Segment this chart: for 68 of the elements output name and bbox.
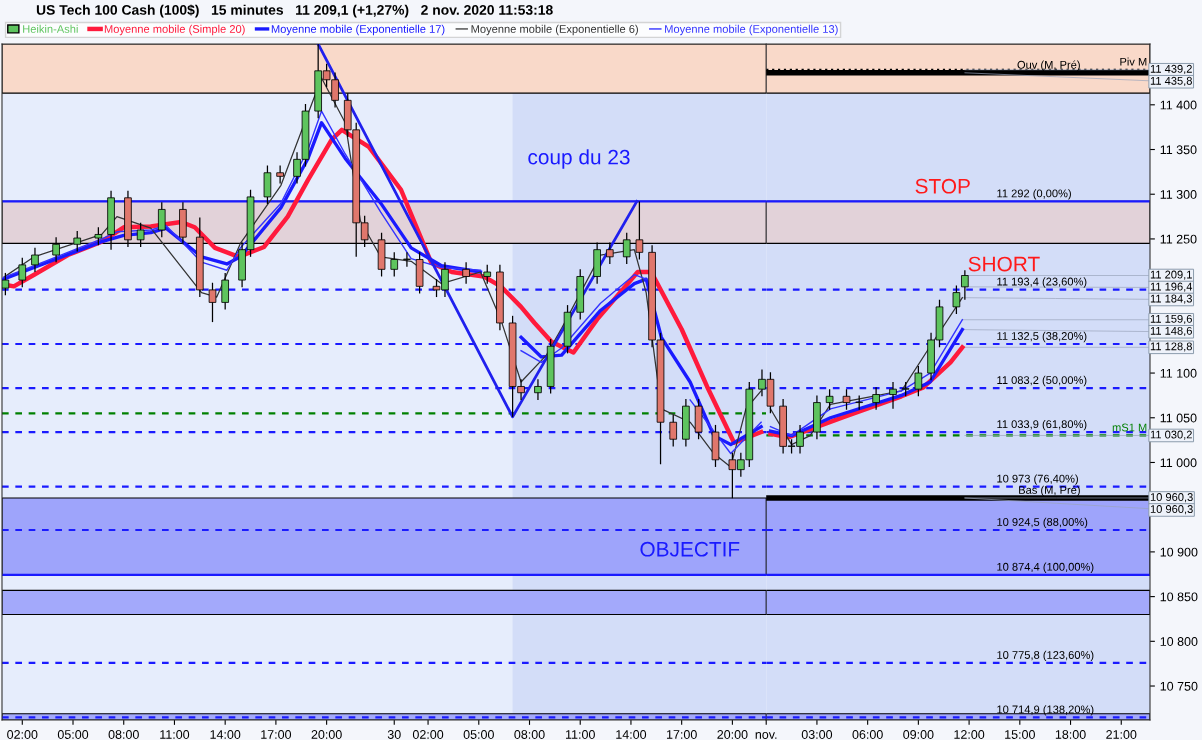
ref-line-label: Bas (M, Pré) (1019, 485, 1080, 497)
y-tick-label: 11 250 (1160, 234, 1197, 244)
x-tick-label: 14:00 (210, 730, 241, 739)
x-tick-label: 11:00 (160, 730, 190, 739)
legend-label: Moyenne mobile (Exponentielle 13) (665, 24, 838, 36)
legend-label: Heikin-Ashi (23, 24, 78, 33)
legend-label: Moyenne mobile (Exponentielle 17) (271, 24, 445, 36)
annotation: 11 030,2 (1150, 430, 1192, 440)
x-tick-label: 05:00 (463, 730, 494, 739)
x-tick-label: 14:00 (616, 730, 647, 739)
x-tick-label: 02:00 (7, 730, 38, 739)
x-tick-label: 12:00 (954, 730, 985, 739)
ref-line-label: 10 924,5 (88,00%) (997, 517, 1088, 529)
y-tick-label: 10 900 (1160, 547, 1198, 557)
annotation: 10 960,3 (1150, 493, 1193, 503)
y-tick-label: 11 050 (1160, 413, 1197, 423)
annotation: 11 435,8 (1150, 76, 1192, 87)
x-tick-label: 06:00 (852, 730, 883, 739)
x-tick-label: 03:00 (801, 730, 833, 739)
x-tick-label: 18:00 (1055, 730, 1086, 739)
annotation: 11 159,6 (1150, 314, 1192, 325)
ref-line-label: 11 292 (0,00%) (997, 189, 1071, 200)
ref-line-label: 11 193,4 (23,60%) (997, 277, 1087, 288)
x-tick-label: 08:00 (108, 730, 139, 739)
legend-label: Moyenne mobile (Simple 20) (104, 24, 245, 36)
annotation: coup du 23 (528, 149, 630, 169)
y-tick-label: 10 750 (1160, 681, 1198, 691)
y-tick-label: 10 850 (1160, 592, 1198, 602)
x-tick-label: 20:00 (717, 730, 748, 739)
x-tick-label: 20:00 (311, 730, 342, 739)
ref-line-label: 11 083,2 (50,00%) (997, 375, 1087, 387)
ref-line-label: 10 973 (76,40%) (997, 474, 1078, 485)
annotation: SHORT (968, 256, 1040, 272)
ref-line-label: 11 132,5 (38,20%) (997, 331, 1087, 343)
x-tick-label: 15:00 (1005, 730, 1035, 739)
x-tick-label: 17:00 (666, 730, 697, 739)
annotation: 11 148,6 (1150, 326, 1192, 337)
x-tick-label: nov. (755, 732, 777, 739)
ref-line-label: 10 874,4 (100,00%) (997, 562, 1094, 573)
y-tick-label: 11 400 (1160, 100, 1197, 110)
legend-label: Moyenne mobile (Exponentielle 6) (471, 24, 638, 36)
annotation: OBJECTIF (640, 541, 740, 557)
y-tick-label: 11 100 (1160, 368, 1197, 378)
y-tick-label: 11 300 (1160, 190, 1197, 199)
x-tick-label: 05:00 (57, 730, 89, 739)
ref-line-label: 11 033,9 (61,80%) (997, 419, 1087, 431)
chart-title: US Tech 100 Cash (100$) 15 minutes 11 209,1 (+1,27%) 2 nov. 2020 11:53:18 (36, 4, 553, 18)
annotation: STOP (915, 178, 970, 194)
y-tick-label: 10 800 (1160, 637, 1198, 646)
y-tick-label: 11 350 (1160, 145, 1197, 155)
x-tick-label: 08:00 (514, 730, 545, 739)
ref-line-label: Ouv (M, Pré) (1017, 60, 1080, 71)
x-tick-label: 21:00 (1106, 730, 1137, 739)
ref-line-label: 10 775,8 (123,60%) (997, 650, 1094, 662)
x-tick-label: 09:00 (903, 730, 934, 739)
ref-line-label: mS1 M (1112, 423, 1147, 432)
ref-line-label: Piv M (1120, 57, 1147, 66)
annotation: 11 209,1 (1150, 270, 1192, 280)
annotation: 11 196,4 (1150, 282, 1193, 292)
x-tick-label: 11:00 (566, 730, 595, 739)
x-tick-label: 30 (387, 730, 401, 739)
x-tick-label: 02:00 (412, 730, 444, 739)
annotation: 11 439,2 (1150, 64, 1192, 75)
annotation: 11 184,3 (1150, 294, 1192, 304)
annotation: 11 128,8 (1150, 342, 1192, 352)
annotation: 10 960,3 (1150, 505, 1193, 515)
y-tick-label: 11 000 (1160, 458, 1197, 468)
x-tick-label: 17:00 (261, 730, 292, 739)
